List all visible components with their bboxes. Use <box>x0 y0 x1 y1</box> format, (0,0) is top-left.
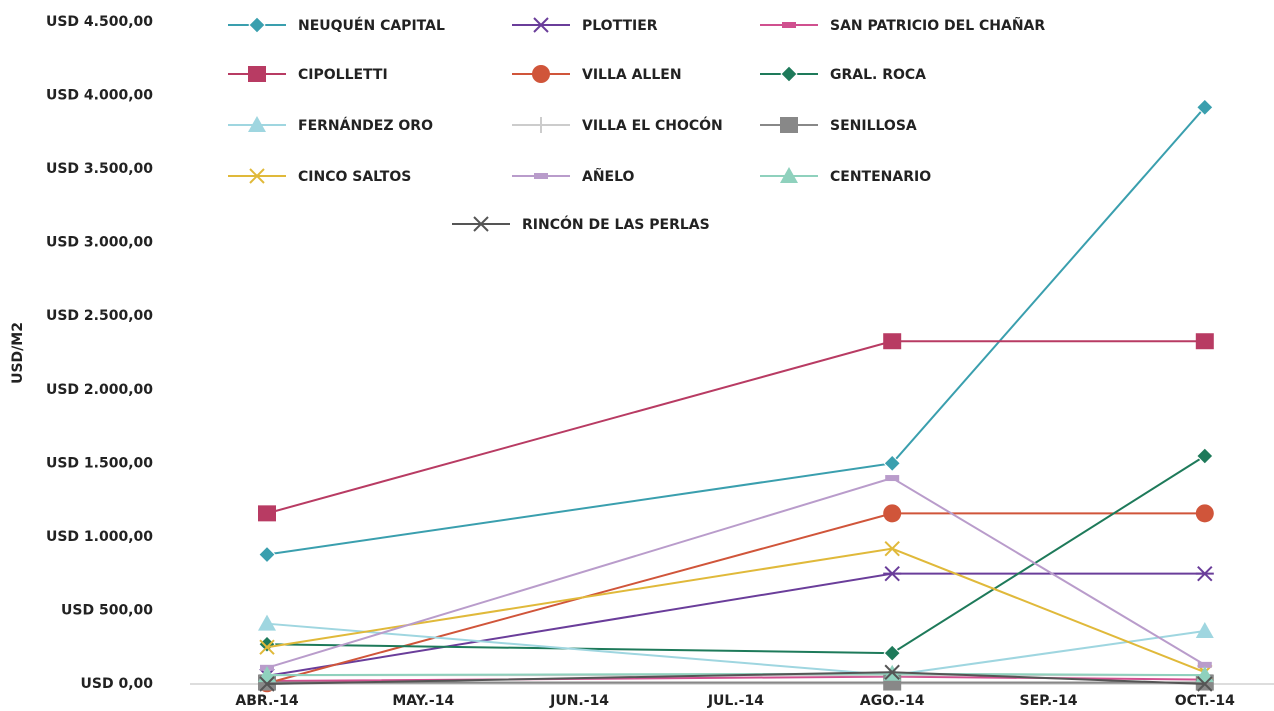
y-tick-label: USD 500,00 <box>61 602 153 618</box>
x-tick-label: SEP.-14 <box>1020 693 1078 709</box>
marker <box>1195 333 1214 350</box>
legend-marker <box>248 116 266 132</box>
y-tick-label: USD 2.000,00 <box>46 382 153 398</box>
y-tick-label: USD 3.500,00 <box>46 161 153 177</box>
legend-label: CIPOLLETTI <box>298 67 388 83</box>
legend-label: PLOTTIER <box>582 18 658 34</box>
marker <box>259 639 275 655</box>
marker <box>258 545 276 564</box>
marker <box>884 664 900 680</box>
legend-marker <box>534 173 548 179</box>
x-tick-label: AGO.-14 <box>860 693 925 709</box>
legend-marker <box>782 22 796 28</box>
legend-marker <box>780 117 798 133</box>
legend-label: AÑELO <box>582 168 635 185</box>
marker <box>883 333 902 350</box>
marker <box>884 540 900 557</box>
legend-marker <box>532 65 550 83</box>
series-line <box>266 622 1205 677</box>
marker <box>1195 565 1214 582</box>
y-tick-label: USD 4.000,00 <box>46 88 153 104</box>
y-tick-label: USD 0,00 <box>81 676 154 692</box>
marker <box>883 565 902 582</box>
marker <box>1195 622 1214 639</box>
marker <box>258 635 276 653</box>
marker <box>1197 676 1213 692</box>
legend-marker <box>533 117 549 133</box>
legend-marker <box>780 167 798 183</box>
y-axis-label: USD/M2 <box>10 322 26 384</box>
marker <box>885 475 900 482</box>
legend-label: CINCO SALTOS <box>298 169 411 185</box>
legend-label: SENILLOSA <box>830 118 917 134</box>
marker <box>258 614 276 631</box>
marker <box>1197 661 1212 668</box>
y-tick-label: USD 1.500,00 <box>46 455 153 471</box>
y-tick-label: USD 1.000,00 <box>46 529 153 545</box>
legend-label: SAN PATRICIO DEL CHAÑAR <box>830 17 1045 34</box>
marker <box>1196 98 1214 117</box>
legend-marker <box>780 65 798 83</box>
legend-label: VILLA EL CHOCÓN <box>582 116 723 134</box>
legend-marker <box>473 216 489 232</box>
y-tick-label: USD 3.000,00 <box>46 235 153 251</box>
marker <box>883 454 901 473</box>
x-tick-label: JUN.-14 <box>549 693 609 709</box>
legend-label: NEUQUÉN CAPITAL <box>298 17 445 34</box>
marker <box>1195 504 1214 523</box>
x-tick-label: MAY.-14 <box>392 693 454 709</box>
x-tick-label: OCT.-14 <box>1175 693 1235 709</box>
legend-label: FERNÁNDEZ ORO <box>298 117 433 134</box>
marker <box>883 504 902 523</box>
legend-label: GRAL. ROCA <box>830 67 926 83</box>
legend-marker <box>248 16 266 34</box>
legend-marker <box>249 168 265 184</box>
marker <box>1196 447 1214 465</box>
x-tick-label: ABR.-14 <box>235 693 298 709</box>
series-line <box>266 340 1205 515</box>
y-tick-label: USD 4.500,00 <box>46 14 153 30</box>
legend-label: CENTENARIO <box>830 169 931 185</box>
legend-marker <box>248 66 266 82</box>
y-tick-label: USD 2.500,00 <box>46 308 153 324</box>
marker <box>258 505 276 522</box>
legend-marker <box>532 17 550 33</box>
legend-label: VILLA ALLEN <box>582 67 682 83</box>
marker <box>259 676 275 692</box>
x-tick-label: JUL.-14 <box>707 693 764 709</box>
marker <box>883 644 901 662</box>
legend-label: RINCÓN DE LAS PERLAS <box>522 215 710 233</box>
